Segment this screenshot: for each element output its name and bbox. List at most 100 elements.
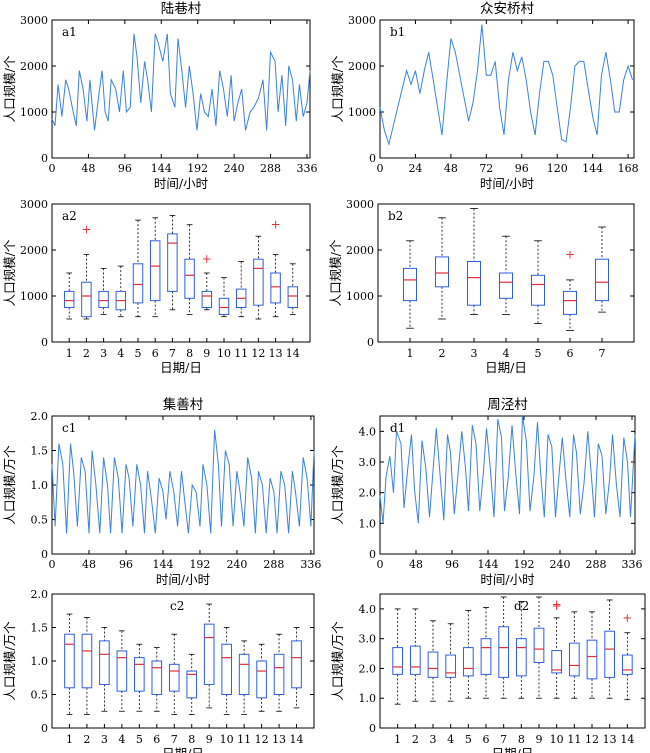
x-tick-label: 7 (500, 733, 507, 746)
y-tick-label: 2000 (348, 60, 376, 73)
x-tick-label: 5 (535, 347, 542, 360)
y-axis-label: 人口规模/万个 (2, 445, 17, 525)
box (116, 650, 128, 692)
x-axis-label: 日期/日 (162, 746, 204, 753)
x-tick-label: 6 (483, 733, 490, 746)
panel-c2: c200.51.01.52.0人口规模/万个日期/日12345678910111… (2, 588, 315, 753)
x-tick-label: 144 (152, 558, 173, 571)
x-tick-label: 2 (439, 347, 446, 360)
x-tick-label: 48 (81, 162, 95, 175)
x-tick-label: 5 (465, 733, 472, 746)
box (515, 638, 527, 677)
box (149, 240, 161, 302)
series-line (379, 24, 633, 147)
box (291, 640, 302, 689)
box (392, 647, 404, 675)
panel-label: c1 (62, 421, 76, 435)
y-axis-label: 人口规模/个 (2, 55, 17, 122)
box (568, 642, 580, 677)
x-tick-label: 8 (188, 733, 195, 746)
plot-frame (51, 19, 311, 159)
y-tick-label: 0 (367, 336, 374, 349)
x-tick-label: 5 (135, 347, 142, 360)
x-tick-label: 3 (100, 347, 107, 360)
x-tick-label: 3 (430, 733, 437, 746)
x-tick-label: 13 (603, 733, 617, 746)
y-tick-label: 4.0 (359, 603, 377, 616)
box (499, 272, 513, 299)
box (621, 654, 633, 675)
box-outlier: + (552, 599, 562, 613)
x-tick-label: 96 (118, 162, 132, 175)
x-tick-label: 336 (296, 162, 317, 175)
x-tick-label: 10 (550, 733, 564, 746)
plot-frame (379, 19, 635, 159)
y-tick-label: 0.5 (31, 514, 49, 527)
x-tick-label: 6 (153, 733, 160, 746)
panel-a1: 陆巷村 a1 0 1000 2000 3000 人口规模/个时间/小时 0 48 96 144 192… (2, 1, 317, 191)
x-axis-label: 日期/日 (160, 360, 202, 375)
y-tick-label: 2000 (20, 244, 48, 257)
x-tick-label: 4 (447, 733, 454, 746)
y-axis-label: 人口规模/万个 (2, 621, 17, 701)
box (256, 660, 267, 699)
y-tick-label: 0 (369, 548, 376, 561)
x-tick-label: 2 (83, 733, 90, 746)
x-tick-label: 24 (408, 162, 422, 175)
y-tick-label: 1000 (346, 290, 374, 303)
y-tick-label: 2.0 (359, 487, 377, 500)
box-outlier: + (565, 248, 575, 262)
box (221, 643, 232, 695)
box (462, 647, 474, 677)
y-tick-label: 3000 (348, 14, 376, 27)
x-tick-label: 8 (186, 347, 193, 360)
y-tick-label: 0 (41, 152, 48, 165)
y-tick-label: 3.0 (359, 633, 377, 646)
box (98, 290, 109, 308)
y-tick-label: 2.0 (359, 662, 377, 675)
y-tick-label: 0 (41, 336, 48, 349)
y-tick-label: 1.0 (359, 517, 377, 530)
x-tick-label: 11 (234, 347, 248, 360)
panel-label: b2 (388, 209, 403, 223)
panel-b2: b2 0 1000 2000 3000 人口规模/个日期/日 1 2 3 4 5 6 +7 (328, 198, 635, 375)
x-tick-label: 3 (471, 347, 478, 360)
x-tick-label: 12 (251, 347, 265, 360)
x-tick-label: 288 (586, 558, 607, 571)
x-tick-label: 240 (226, 558, 247, 571)
x-tick-label: 8 (518, 733, 525, 746)
x-tick-label: 2 (412, 733, 419, 746)
x-tick-label: 12 (585, 733, 599, 746)
box (132, 263, 144, 304)
x-tick-label: 0 (49, 162, 56, 175)
x-tick-label: 240 (550, 558, 571, 571)
box (218, 297, 230, 315)
x-tick-label: 96 (445, 558, 459, 571)
x-tick-label: 7 (169, 347, 176, 360)
y-tick-label: 1.0 (359, 692, 377, 705)
x-tick-label: 336 (300, 558, 321, 571)
x-tick-label: 11 (237, 733, 251, 746)
y-axis-label: 人口规模/万个 (330, 621, 345, 701)
box (445, 654, 457, 678)
x-tick-label: 0 (49, 558, 56, 571)
y-tick-label: 1000 (20, 106, 48, 119)
box (595, 258, 609, 302)
x-tick-label: 14 (620, 733, 634, 746)
box-outlier: + (552, 597, 562, 611)
y-tick-label: 2.0 (31, 410, 49, 423)
x-tick-label: 12 (255, 733, 269, 746)
x-tick-label: 3 (101, 733, 108, 746)
y-tick-label: 3000 (20, 198, 48, 211)
box (184, 258, 195, 299)
x-tick-label: 7 (171, 733, 178, 746)
chart-title: 集善村 (163, 397, 204, 413)
box (168, 663, 180, 692)
plot-frame (51, 203, 311, 343)
y-tick-label: 0 (369, 152, 376, 165)
y-axis-label: 人口规模/万个 (330, 445, 345, 525)
box (533, 627, 545, 663)
